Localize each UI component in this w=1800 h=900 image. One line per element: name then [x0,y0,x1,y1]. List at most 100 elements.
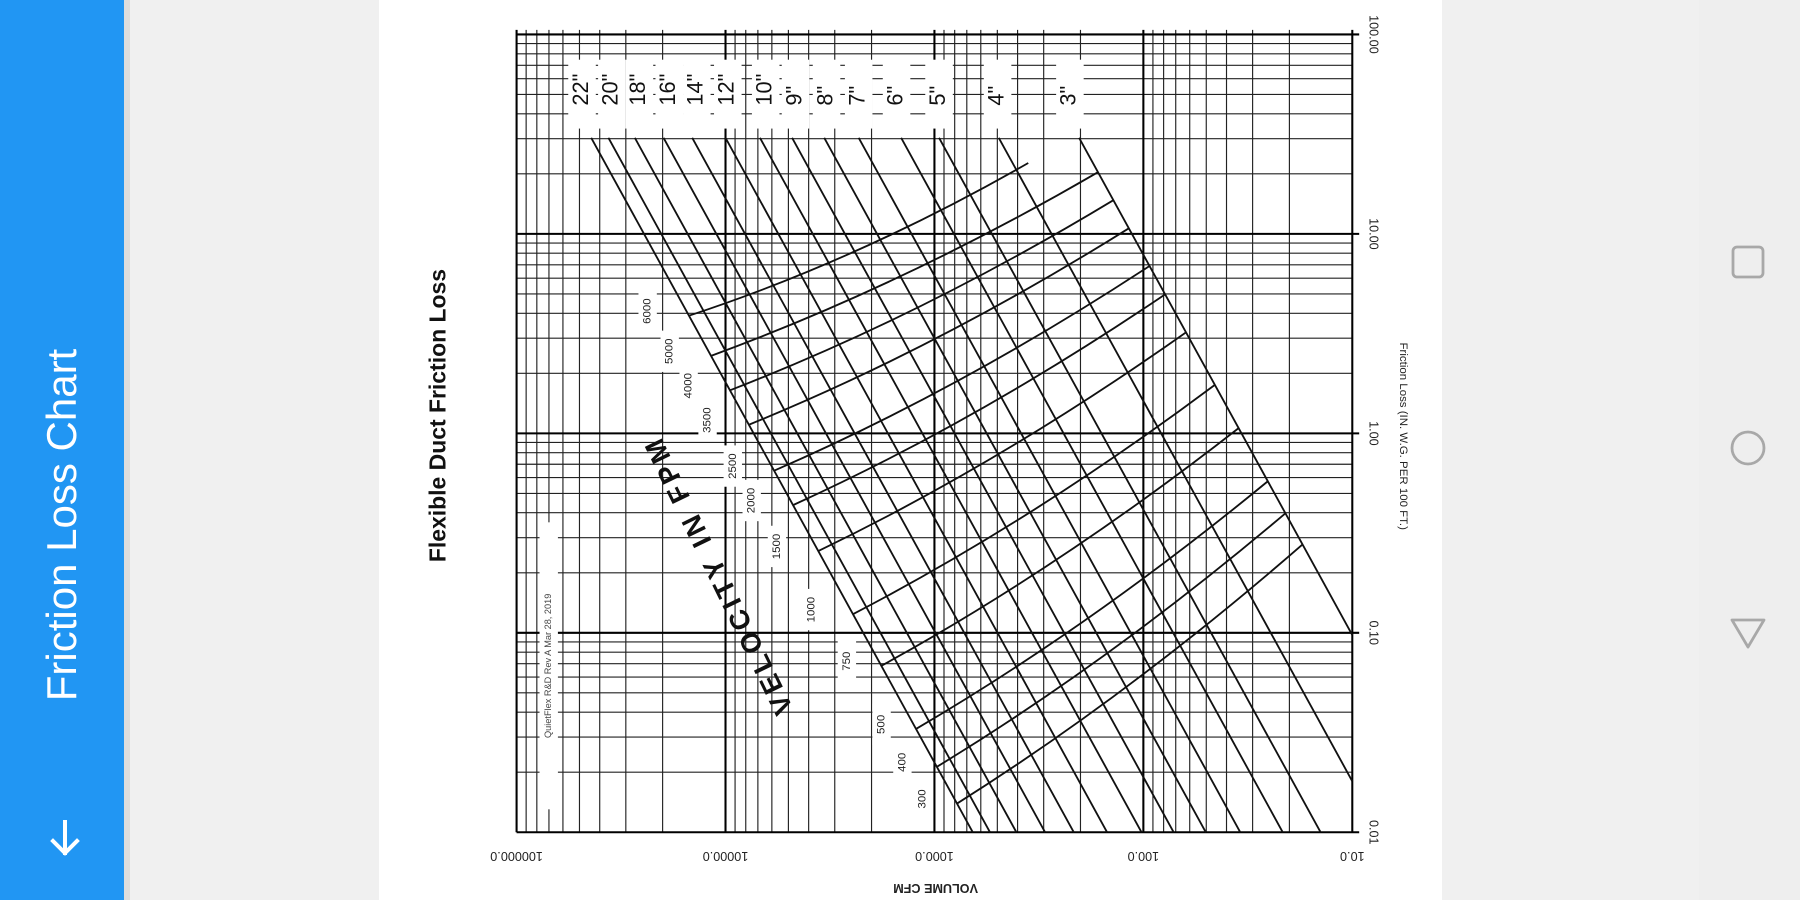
duct-line [997,137,1354,782]
footnote: QuietFlex R&D Rev A Mar 28, 2019 [543,594,553,738]
recents-button[interactable] [1731,245,1765,279]
duct-size-label: 20" [598,74,623,106]
duct-size-label: 22" [568,74,593,106]
velocity-label: 4000 [683,373,695,399]
velocity-line [773,265,1151,472]
velocity-line [817,331,1187,552]
duct-line [857,137,1242,833]
velocity-label: 5000 [664,339,676,365]
velocity-label-bg [802,588,821,631]
duct-size-label: 18" [625,74,650,106]
duct-line [662,137,1046,833]
velocity-line [748,227,1130,426]
duct-line [634,137,1018,833]
velocity-label: 2500 [727,453,739,479]
velocity-label: 1500 [771,534,783,560]
back-button[interactable] [50,820,80,856]
duct-line [791,137,1175,833]
duct-label-bg [1056,59,1084,129]
x-tick-label: 10.0 [1340,849,1365,863]
duct-label-bg [983,59,1012,129]
velocity-label: 3500 [702,407,714,433]
x-tick-label: 10000.0 [703,849,749,863]
velocity-label-bg [698,399,717,441]
duct-label-bg [844,59,873,129]
y-axis-label: Friction Loss (IN. W.G. PER 100 FT.) [1397,343,1409,531]
velocity-label: 1000 [806,597,818,623]
y-tick-label: 0.01 [1367,820,1381,845]
duct-label-bg [568,59,596,129]
velocity-label: 500 [876,715,888,734]
duct-line [938,137,1322,833]
duct-size-label: 3" [1056,86,1081,106]
app-bar-title: Friction Loss Chart [38,348,85,701]
duct-size-label: 8" [812,86,837,106]
duct-size-label: 9" [781,86,806,106]
duct-size-label: 4" [983,86,1008,106]
velocity-line [852,384,1216,615]
duct-line [724,137,1108,833]
velocity-line [710,171,1099,357]
velocity-label: 750 [841,652,853,671]
duct-line [590,137,974,833]
duct-line [691,137,1075,833]
velocity-line [729,199,1114,392]
velocity-label-bg [913,778,932,820]
duct-line [1078,137,1354,636]
chart-image: 100000.0 10000.0 1000.0 100.0 10.0 100.00 10.0… [425,15,1409,895]
velocity-label-bg [767,525,787,568]
velocity-label-bg [723,445,742,487]
velocity-label-bg [660,330,679,372]
y-tick-label: 0.10 [1367,621,1381,646]
y-tick-label: 1.00 [1367,421,1381,446]
duct-label-bg [625,59,654,129]
y-tick-label: 100.00 [1367,15,1381,54]
velocity-line [956,543,1304,805]
duct-label-bg [882,59,911,129]
duct-label-bg [683,59,711,129]
velocity-label-bg [893,741,912,783]
footnote-bg [539,522,558,810]
duct-label-bg [812,59,841,129]
velocity-label: 6000 [642,298,654,324]
velocity-label-bg [837,640,857,682]
duct-label-bg [925,59,953,129]
duct-size-label: 14" [683,74,708,106]
back-arrow-head [50,838,80,856]
velocity-line [688,162,1029,317]
duct-size-label: 7" [844,86,869,106]
home-button[interactable] [1730,430,1766,466]
velocity-label-bg [679,365,698,407]
velocity-line [880,427,1240,667]
duct-size-label: 10" [751,74,776,106]
x-tick-label: 100000.0 [490,849,543,863]
x-axis-label: VOLUME CFM [893,881,978,895]
x-tick-label: 100.0 [1128,849,1160,863]
velocity-line [915,480,1269,730]
duct-line [607,137,991,833]
duct-label-bg [751,59,780,129]
duct-label-bg [655,59,684,129]
duct-line [823,137,1207,833]
nav-bar [1699,0,1800,900]
duct-size-label: 5" [925,86,950,106]
velocity-label-bg [742,479,761,522]
x-tick-label: 1000.0 [915,849,954,863]
velocity-label-bg [638,290,657,332]
y-tick-label: 10.00 [1367,218,1381,250]
back-nav-button[interactable] [1730,618,1766,649]
duct-size-label: 12" [714,74,739,106]
app-bar [0,0,124,900]
velocity-line [936,512,1287,768]
velocity-label-bg [872,703,891,746]
duct-label-bg [781,59,810,129]
velocity-line [792,293,1166,506]
duct-size-label: 6" [882,86,907,106]
duct-size-label: 16" [655,74,680,106]
duct-line [900,137,1284,833]
chart-title: Flexible Duct Friction Loss [425,269,451,562]
velocity-label: 300 [917,789,929,808]
velocity-label: 400 [896,753,908,772]
